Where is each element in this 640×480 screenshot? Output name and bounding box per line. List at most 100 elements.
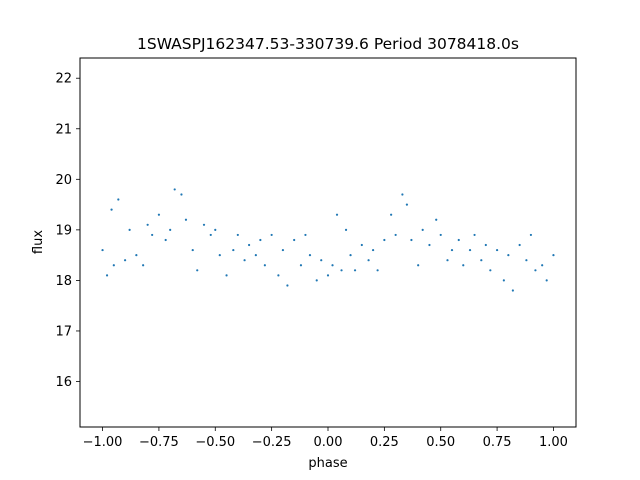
x-tick-label: 0.50 bbox=[426, 435, 455, 450]
scatter-point bbox=[232, 248, 235, 252]
y-tick-label: 22 bbox=[55, 72, 72, 87]
scatter-point bbox=[184, 218, 188, 221]
scatter-point bbox=[254, 254, 257, 257]
scatter-point bbox=[507, 254, 510, 257]
scatter-point bbox=[299, 264, 303, 267]
scatter-points bbox=[101, 188, 555, 292]
scatter-point bbox=[410, 238, 413, 242]
scatter-point bbox=[259, 238, 262, 242]
scatter-point bbox=[320, 259, 323, 262]
y-axis: 16 17 18 19 20 21 22 bbox=[55, 72, 80, 390]
scatter-point bbox=[326, 274, 330, 277]
scatter-point bbox=[196, 269, 199, 272]
scatter-point bbox=[344, 228, 348, 231]
scatter-point bbox=[263, 264, 266, 267]
y-tick-label: 17 bbox=[55, 324, 72, 339]
scatter-point bbox=[146, 223, 149, 226]
scatter-point bbox=[247, 243, 251, 247]
scatter-point bbox=[304, 233, 307, 237]
y-tick-label: 18 bbox=[55, 274, 72, 289]
y-tick-label: 19 bbox=[55, 223, 72, 238]
scatter-point bbox=[529, 233, 533, 237]
scatter-point bbox=[110, 208, 113, 211]
scatter-point bbox=[495, 248, 499, 252]
scatter-point bbox=[308, 254, 312, 257]
scatter-point bbox=[112, 264, 115, 267]
scatter-point bbox=[518, 243, 521, 247]
scatter-point bbox=[164, 238, 167, 242]
scatter-point bbox=[480, 259, 483, 262]
scatter-point bbox=[293, 238, 296, 242]
scatter-point bbox=[525, 259, 528, 262]
scatter-point bbox=[468, 248, 472, 252]
scatter-point bbox=[214, 228, 217, 231]
scatter-point bbox=[446, 259, 449, 262]
plot-area-frame bbox=[79, 57, 577, 428]
scatter-point bbox=[484, 243, 487, 247]
scatter-point bbox=[243, 259, 246, 262]
x-tick-label: 0.00 bbox=[314, 435, 343, 450]
scatter-point bbox=[473, 233, 476, 237]
scatter-point bbox=[353, 269, 357, 272]
scatter-point bbox=[376, 269, 379, 272]
x-tick-label: 0.25 bbox=[370, 435, 399, 450]
scatter-point bbox=[367, 259, 370, 262]
scatter-point bbox=[101, 248, 104, 252]
scatter-point bbox=[225, 274, 228, 277]
scatter-point bbox=[128, 228, 131, 231]
scatter-point bbox=[450, 248, 454, 252]
scatter-point bbox=[421, 228, 424, 231]
scatter-point bbox=[462, 264, 465, 267]
scatter-point bbox=[173, 188, 176, 191]
x-tick-label: −0.75 bbox=[139, 435, 179, 450]
scatter-point bbox=[383, 238, 386, 242]
x-tick-label: −1.00 bbox=[83, 435, 123, 450]
x-axis-label: phase bbox=[308, 456, 347, 471]
x-tick-label: −0.50 bbox=[195, 435, 235, 450]
scatter-point bbox=[151, 233, 154, 237]
scatter-point bbox=[315, 279, 318, 282]
scatter-point bbox=[502, 279, 505, 282]
scatter-point bbox=[489, 269, 492, 272]
scatter-point bbox=[439, 233, 442, 237]
scatter-point bbox=[511, 289, 514, 292]
scatter-point bbox=[545, 279, 548, 282]
scatter-point bbox=[123, 259, 127, 262]
scatter-point bbox=[270, 233, 273, 237]
scatter-point bbox=[202, 223, 206, 226]
scatter-point bbox=[281, 248, 285, 252]
x-tick-label: 1.00 bbox=[539, 435, 568, 450]
scatter-point bbox=[552, 254, 555, 257]
scatter-point bbox=[417, 264, 420, 267]
scatter-point bbox=[169, 228, 172, 231]
scatter-point bbox=[105, 274, 109, 277]
scatter-point bbox=[135, 254, 138, 257]
scatter-point bbox=[340, 269, 343, 272]
scatter-point bbox=[435, 218, 438, 221]
scatter-point bbox=[331, 264, 334, 267]
scatter-point bbox=[209, 233, 212, 237]
scatter-point bbox=[394, 233, 397, 237]
scatter-point bbox=[390, 213, 393, 216]
scatter-point bbox=[541, 264, 544, 267]
scatter-point bbox=[157, 213, 161, 216]
y-tick-label: 20 bbox=[55, 173, 72, 188]
chart-title: 1SWASPJ162347.53-330739.6 Period 3078418… bbox=[137, 35, 519, 53]
scatter-point bbox=[360, 243, 363, 247]
scatter-point bbox=[534, 269, 537, 272]
scatter-point bbox=[191, 248, 194, 252]
x-tick-label: −0.25 bbox=[252, 435, 292, 450]
scatter-point bbox=[401, 193, 404, 196]
scatter-point bbox=[218, 254, 221, 257]
x-axis: −1.00 −0.75 −0.50 −0.25 0.00 0.25 0.50 0.75 1.00 bbox=[83, 427, 568, 450]
y-axis-label: flux bbox=[31, 230, 46, 254]
scatter-point bbox=[180, 193, 183, 196]
scatter-point bbox=[428, 243, 431, 247]
scatter-point bbox=[405, 203, 409, 206]
scatter-point bbox=[335, 213, 339, 216]
scatter-point bbox=[117, 198, 120, 201]
scatter-point bbox=[286, 284, 289, 287]
scatter-point bbox=[371, 248, 375, 252]
scatter-point bbox=[142, 264, 145, 267]
